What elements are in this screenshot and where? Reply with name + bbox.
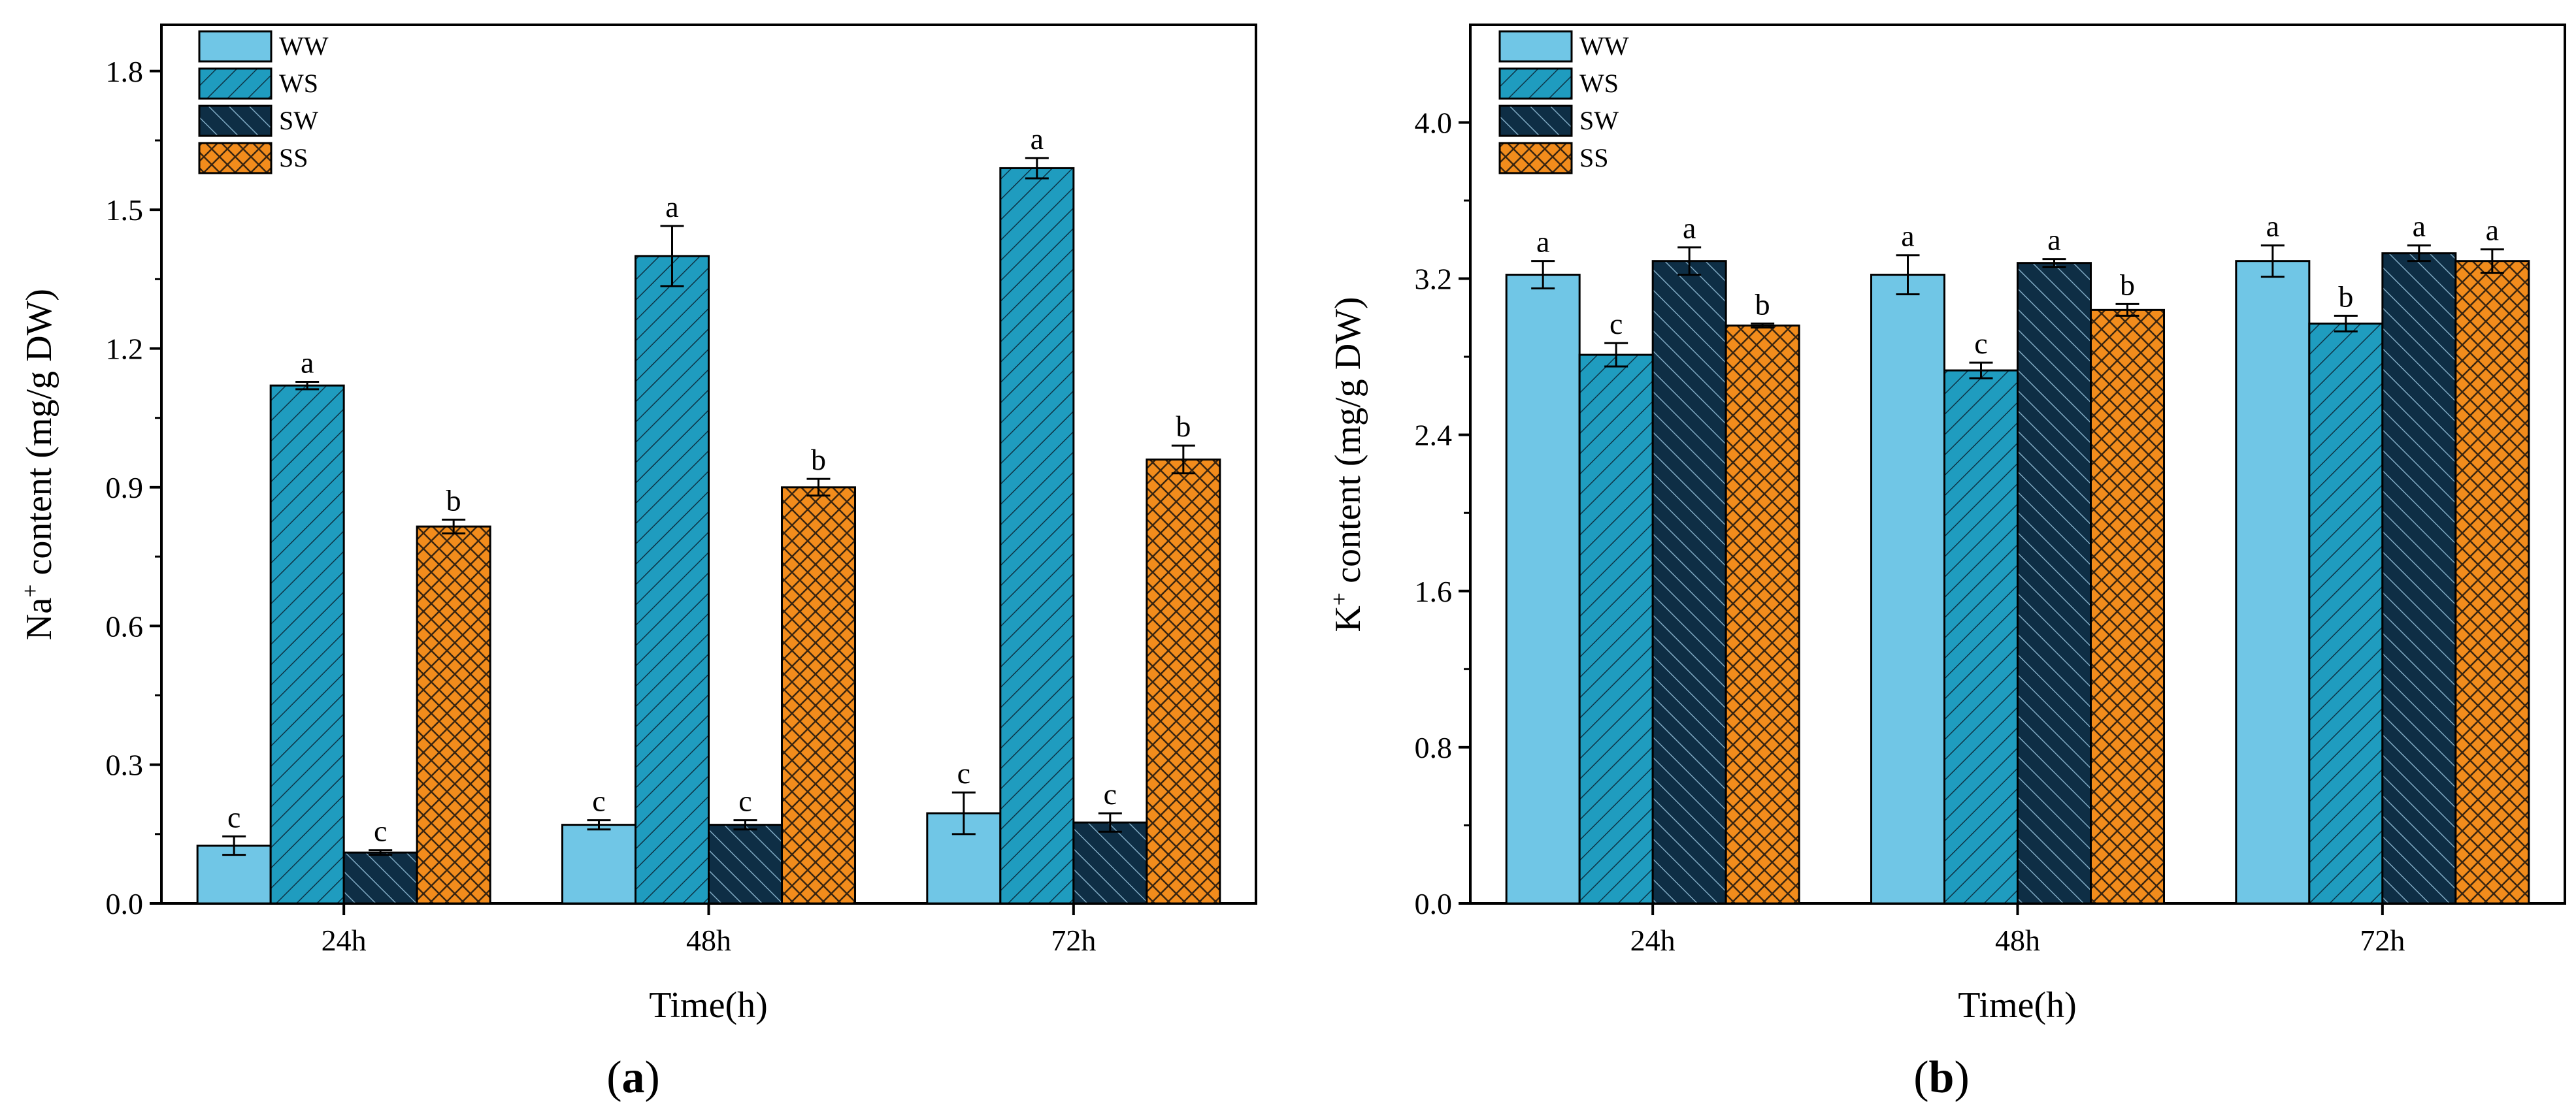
significance-letter: c: [1974, 327, 1987, 360]
significance-letter: c: [374, 815, 387, 848]
significance-letter: c: [227, 800, 240, 834]
significance-letter: a: [1031, 122, 1044, 155]
legend-swatch-ww: [198, 30, 272, 63]
y-tick-label: 1.2: [106, 332, 144, 366]
significance-letter: a: [2413, 210, 2426, 243]
bar-sw-48h: [708, 824, 783, 905]
legend-label-sw: SW: [279, 106, 318, 135]
bar-ws-48h: [1943, 369, 2019, 905]
legend: WW WS SW SS: [198, 30, 329, 174]
x-axis-ticks: 24h 48h 72h: [322, 903, 1096, 957]
y-tick-label: 1.5: [106, 193, 144, 227]
bar-sw-24h: [342, 851, 418, 905]
legend-swatch-ss: [198, 142, 272, 174]
significance-letter: b: [1176, 410, 1191, 443]
significance-letter: b: [446, 483, 461, 517]
y-tick-label: 0.6: [106, 609, 144, 643]
significance-letter: a: [665, 190, 678, 223]
significance-letter: c: [957, 756, 970, 790]
legend-swatch-sw: [1498, 105, 1573, 137]
bar-group: a c a b a c a b a b a a: [1505, 210, 2530, 905]
legend-label-ss: SS: [1579, 143, 1609, 172]
panel-label-b: (b): [1913, 1052, 1970, 1103]
bar-ww-48h: [1870, 274, 1945, 905]
x-axis-title: Time(h): [649, 985, 768, 1026]
significance-letter: b: [2120, 268, 2135, 301]
legend-swatch-ss: [1498, 142, 1573, 174]
significance-letter: b: [2338, 280, 2353, 313]
significance-letter: a: [1901, 219, 1914, 253]
y-tick-label: 1.8: [106, 55, 144, 88]
y-tick-label: 2.4: [1415, 419, 1453, 452]
legend-label-ww: WW: [279, 31, 329, 61]
significance-letter: c: [1104, 777, 1117, 811]
x-tick-label: 48h: [1995, 924, 2040, 957]
y-axis-ticks: 0.0 0.8 1.6 2.4 3.2 4.0: [1415, 106, 1470, 920]
y-axis-title: K+ content (mg/g DW): [1326, 297, 1368, 632]
bar-ss-72h: [1146, 458, 1221, 905]
bar-ws-24h: [269, 384, 345, 905]
significance-letter: a: [2266, 210, 2279, 243]
legend-label-ww: WW: [1579, 31, 1629, 61]
y-axis-ticks: 0.0 0.3 0.6 0.9 1.2 1.5 1.8: [106, 55, 161, 920]
y-tick-label: 0.0: [106, 887, 144, 920]
bar-ss-72h: [2454, 260, 2530, 905]
bar-ws-24h: [1578, 353, 1654, 905]
significance-letter: b: [811, 443, 826, 476]
x-tick-label: 24h: [322, 924, 367, 957]
x-tick-label: 48h: [686, 924, 731, 957]
bar-ss-48h: [2090, 308, 2165, 905]
y-tick-label: 1.6: [1415, 575, 1453, 608]
bar-ss-48h: [781, 486, 856, 905]
bar-ww-24h: [196, 845, 272, 905]
bar-sw-48h: [2017, 262, 2092, 905]
x-axis-title: Time(h): [1958, 985, 2077, 1026]
x-tick-label: 72h: [2360, 924, 2405, 957]
legend-swatch-ws: [198, 67, 272, 100]
y-tick-label: 0.0: [1415, 887, 1453, 920]
legend-label-ss: SS: [279, 143, 308, 172]
significance-letter: a: [1536, 225, 1549, 259]
x-tick-label: 72h: [1051, 924, 1096, 957]
bar-ws-72h: [2308, 322, 2384, 905]
significance-letter: a: [1683, 212, 1696, 245]
legend-swatch-ww: [1498, 30, 1573, 63]
significance-letter: c: [592, 785, 605, 818]
bar-ss-24h: [1725, 324, 1800, 905]
significance-letter: b: [1755, 287, 1770, 321]
significance-letter: c: [1610, 307, 1623, 340]
y-tick-label: 0.9: [106, 471, 144, 504]
panel-a: 0.0 0.3 0.6 0.9 1.2 1.5 1.8 24h 48h 72h c a c b c a c b…: [17, 24, 1257, 1103]
panel-b: 0.00.81.62.43.24.0 24h 48h 72h acabacababa…: [1326, 24, 2566, 1103]
bar-sw-72h: [1072, 821, 1148, 905]
significance-letter: a: [2047, 223, 2060, 257]
y-tick-label: 3.2: [1415, 263, 1453, 296]
panel-label-a: (a): [606, 1052, 660, 1103]
bar-ss-24h: [416, 525, 491, 905]
bar-sw-24h: [1651, 260, 1727, 905]
x-tick-label: 24h: [1630, 924, 1676, 957]
y-tick-label: 0.3: [106, 749, 144, 782]
y-tick-label: 0.8: [1415, 731, 1453, 764]
bar-ww-72h: [2235, 260, 2311, 905]
y-axis-title: Na+ content (mg/g DW): [17, 289, 59, 640]
legend: WW WS SW SS: [1498, 30, 1629, 174]
bar-ww-48h: [561, 824, 636, 905]
significance-letter: a: [2486, 214, 2499, 247]
bar-ws-48h: [635, 255, 710, 905]
y-tick-label: 4.0: [1415, 106, 1453, 139]
legend-label-ws: WS: [279, 69, 318, 98]
significance-letter: c: [738, 785, 751, 818]
significance-letter: a: [301, 346, 314, 379]
bar-ww-24h: [1505, 274, 1581, 905]
legend-swatch-ws: [1498, 67, 1573, 100]
bar-sw-72h: [2381, 252, 2457, 905]
bar-group: c a c b c a c b c a c b: [196, 122, 1221, 905]
x-axis-ticks: 24h 48h 72h: [1630, 903, 2405, 957]
legend-label-sw: SW: [1579, 106, 1619, 135]
legend-swatch-sw: [198, 105, 272, 137]
bar-ws-72h: [999, 167, 1075, 905]
legend-label-ws: WS: [1579, 69, 1619, 98]
